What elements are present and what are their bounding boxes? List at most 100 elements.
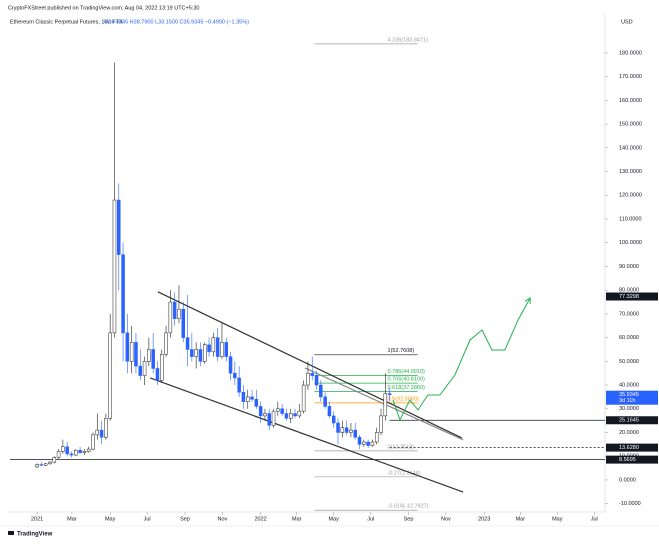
fib-label: 0.618(37.2860) [388,385,425,391]
x-tick-label: 2021 [31,516,43,522]
candle-body [357,436,362,445]
x-tick-label: Jul [367,516,374,522]
price-tag [606,455,658,464]
y-tick-label: 0.0000 [619,477,636,483]
candle-body [56,451,61,458]
candle-body [250,396,254,400]
candle-body [198,349,203,362]
candle-body [172,301,177,319]
logo-icon [8,531,14,535]
x-tick-label: May [552,516,563,522]
candle-body [65,446,69,455]
candle-body [194,349,198,357]
candle-body [74,450,78,456]
price-tag [606,390,658,405]
candle-body [254,399,259,407]
price-tag-label: 35.9345 [619,392,639,398]
candle-body [108,332,112,419]
y-tick-label: 130.0000 [619,169,642,175]
fib-label: 0.5(32.5060) [388,396,419,402]
projection-path [392,297,531,422]
x-tick-label: Mar [67,516,77,522]
x-tick-label: 2023 [478,516,490,522]
candle-body [383,393,388,417]
candle-body [267,413,271,426]
axis-unit: USD [621,19,633,25]
candle-body [374,432,379,443]
candle-body [99,429,104,438]
candle-body [125,332,130,362]
y-tick-label: 180.0000 [619,50,642,56]
symbol: Ethereum Classic Perpetual Futures, 1W, … [10,19,123,25]
fib-label: 4.236(183.8471) [388,37,429,43]
candle-body [190,349,194,357]
x-tick-label: Sep [404,516,414,522]
fib-label: 1(52.7608) [388,348,415,354]
y-tick-label: 30.0000 [619,406,639,412]
price-tag-label: 77.3298 [619,294,639,300]
candle-body [319,384,323,398]
candle-body [61,446,65,452]
x-tick-label: Jul [591,516,598,522]
candle-body [181,308,186,338]
projection-arrowhead [524,297,531,305]
price-tag [606,416,658,425]
candle-body [147,349,151,362]
candle-body [168,301,173,334]
candle-body [310,372,314,376]
candle-body [151,349,155,369]
candle-body [293,413,297,417]
candle-body [164,332,168,355]
candle-body [52,457,57,463]
y-tick-label: 80.0000 [619,288,639,294]
fib-label: 0.705(40.8100) [388,377,425,383]
candle-body [138,365,143,376]
x-tick-label: 2022 [255,516,267,522]
candle-body [258,406,263,417]
price-tag-label: 13.6280 [619,445,639,451]
candle-body [370,441,375,446]
y-tick-label: 120.0000 [619,193,642,199]
y-tick-label: 100.0000 [619,240,642,246]
candle-body [203,344,207,362]
candle-body [160,353,164,381]
candle-body [48,461,52,465]
candle-body [387,393,392,395]
candle-body [284,413,289,419]
price-tag-label: 25.1645 [619,418,639,424]
candle-body [121,254,125,334]
y-tick-label: 20.0000 [619,430,639,436]
candle-body [331,415,336,424]
candle-body [276,408,280,412]
candle-body [43,463,48,466]
trendline [157,291,463,439]
candle-body [86,448,91,452]
candle-body [211,337,216,353]
candle-body [237,377,241,393]
candle-body [340,427,345,433]
fib-label: -0.27(1.3144) [388,470,421,476]
y-tick-label: 70.0000 [619,311,639,317]
fib-label: -0.618(-12.7827) [388,504,429,510]
y-tick-label: 160.0000 [619,98,642,104]
x-tick-label: Nov [441,516,451,522]
candle-body [297,410,302,417]
candle-body [134,342,138,367]
y-tick-label: 140.0000 [619,145,642,151]
x-tick-label: Sep [180,516,190,522]
fib-label: 0(12.2518) [388,444,415,450]
candle-body [314,375,319,386]
candle-body [241,391,246,402]
candle-body [142,361,147,376]
candle-body [353,429,357,438]
candle-body [35,464,39,468]
footer-brand: TradingView [17,532,53,538]
price-tag-label: 8.5695 [619,457,636,463]
y-tick-label: 150.0000 [619,122,642,128]
candle-body [185,337,190,350]
candle-body [288,413,293,419]
trendline [149,377,464,493]
candle-body [327,406,332,417]
candle-body [95,429,100,436]
